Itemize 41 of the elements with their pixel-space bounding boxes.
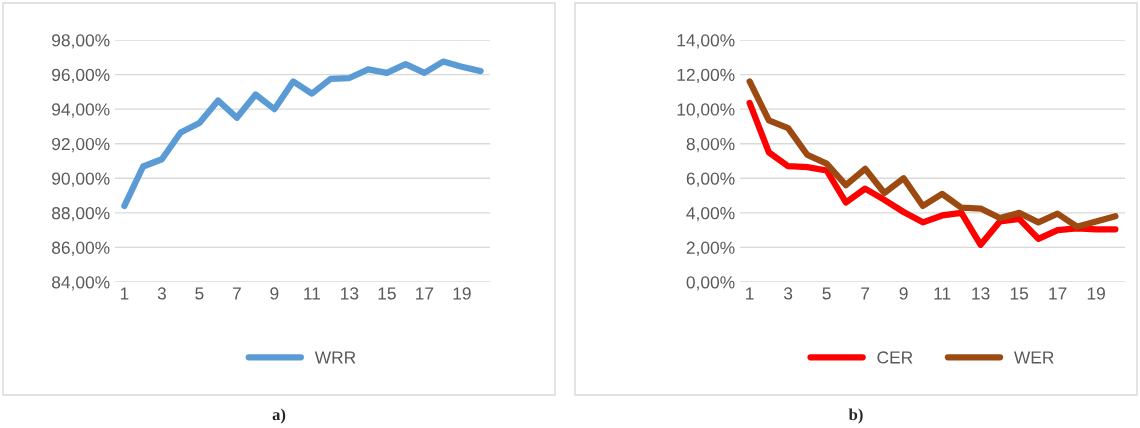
legend-label: WRR (314, 351, 356, 364)
y-tick-label: 6,00% (686, 172, 735, 187)
x-tick-label: 11 (304, 287, 321, 300)
x-tick-label: 15 (378, 287, 396, 300)
x-tick-label: 3 (783, 287, 793, 300)
y-tick-label: 92,00% (52, 137, 110, 153)
x-tick-label: 1 (746, 287, 754, 300)
text: a) (272, 408, 286, 424)
x-tick-label: 1 (120, 287, 129, 300)
y-tick-label: 86,00% (52, 241, 110, 256)
x-tick-label: 9 (899, 287, 908, 300)
y-tick-label: 14,00% (677, 34, 735, 49)
x-tick-label: 9 (270, 287, 279, 300)
x-tick-label: 11 (934, 287, 951, 300)
y-tick-label: 2,00% (686, 241, 735, 256)
y-tick-label: 96,00% (52, 68, 110, 84)
x-tick-label: 13 (341, 287, 359, 300)
x-tick-label: 3 (157, 287, 166, 300)
x-tick-label: 17 (1049, 287, 1067, 300)
x-tick-label: 7 (861, 287, 870, 300)
y-tick-label: 4,00% (686, 207, 735, 222)
x-tick-label: 15 (1010, 287, 1029, 300)
y-tick-label: 10,00% (677, 103, 735, 118)
x-tick-label: 7 (232, 287, 241, 300)
legend-label: CER (877, 351, 913, 364)
y-tick-label: 94,00% (52, 103, 110, 118)
x-tick-label: 5 (195, 287, 204, 300)
y-tick-label: 88,00% (52, 207, 110, 222)
x-tick-label: 5 (822, 287, 831, 300)
text: b) (848, 408, 863, 424)
y-tick-label: 0,00% (686, 276, 735, 291)
x-tick-label: 17 (416, 287, 434, 300)
x-tick-label: 19 (453, 287, 471, 300)
y-tick-label: 12,00% (677, 68, 735, 84)
y-tick-label: 98,00% (52, 34, 110, 49)
y-tick-label: 8,00% (686, 137, 735, 153)
x-tick-label: 13 (972, 287, 990, 300)
y-tick-label: 90,00% (52, 172, 110, 187)
legend-label: WER (1013, 351, 1054, 364)
y-tick-label: 84,00% (52, 276, 110, 291)
x-tick-label: 19 (1087, 287, 1105, 300)
